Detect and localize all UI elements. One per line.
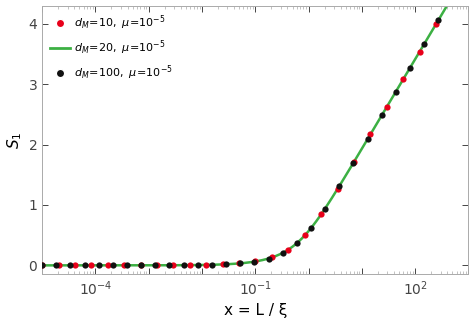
- X-axis label: x = L / ξ: x = L / ξ: [224, 304, 287, 318]
- Y-axis label: $S_1$: $S_1$: [6, 131, 24, 149]
- Legend: $d_M\!=\!10,\ \mu\!=\!10^{-5}$, $d_M\!=\!20,\ \mu\!=\!10^{-5}$, $d_M\!=\!100,\ \: $d_M\!=\!10,\ \mu\!=\!10^{-5}$, $d_M\!=\…: [48, 11, 175, 85]
